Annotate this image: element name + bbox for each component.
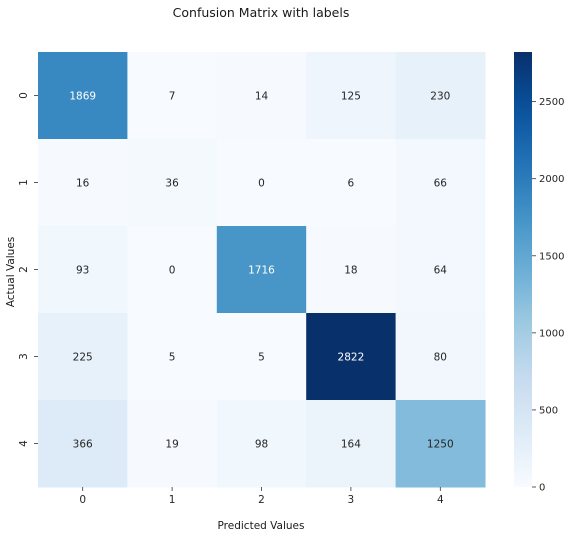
colorbar-tick-label: 2500 <box>539 97 564 108</box>
x-tick-label: 3 <box>348 494 355 506</box>
heatmap-cell <box>216 400 307 488</box>
y-tick-label: 4 <box>18 440 30 447</box>
cell-value-label: 125 <box>341 91 361 103</box>
x-tick-label: 2 <box>258 494 265 506</box>
heatmap-cell <box>127 52 218 140</box>
colorbar-tick-label: 500 <box>539 405 558 416</box>
cell-value-label: 366 <box>73 439 93 451</box>
cell-value-label: 98 <box>255 439 268 451</box>
cell-value-label: 16 <box>76 178 90 190</box>
heatmap-cell <box>127 139 218 227</box>
y-axis-label: Actual Values <box>5 237 17 308</box>
heatmap-cell <box>38 139 128 227</box>
cell-value-label: 66 <box>434 178 448 190</box>
colorbar-ticks: 0 500 1000 1500 2000 2500 <box>532 97 564 494</box>
heatmap-cell <box>127 313 218 401</box>
chart-title: Confusion Matrix with labels <box>173 5 350 20</box>
cell-value-label: 225 <box>73 352 93 364</box>
cell-value-label: 7 <box>169 91 176 103</box>
cell-value-label: 80 <box>434 352 447 364</box>
cell-value-label: 6 <box>348 178 355 190</box>
heatmap-cell <box>395 139 486 227</box>
colorbar: 0 500 1000 1500 2000 2500 <box>514 52 564 494</box>
heatmap-cell <box>306 139 397 227</box>
heatmap-cell <box>216 226 307 314</box>
x-tick-label: 4 <box>437 494 444 506</box>
cell-value-label: 0 <box>258 178 265 190</box>
y-tick-label: 2 <box>18 266 30 273</box>
cell-value-label: 164 <box>341 439 361 451</box>
cell-value-label: 1716 <box>248 265 275 277</box>
heatmap-cell <box>395 226 486 314</box>
heatmap-cell <box>306 400 397 488</box>
heatmap-cell <box>395 313 486 401</box>
heatmap-cell <box>216 52 307 140</box>
heatmap-cell <box>216 313 307 401</box>
heatmap-cell <box>306 226 397 314</box>
y-axis: 0 1 2 3 4 <box>18 92 38 447</box>
y-tick-label: 3 <box>18 353 30 360</box>
y-tick-label: 1 <box>18 179 30 186</box>
heatmap-cell <box>216 139 307 227</box>
x-tick-label: 1 <box>169 494 176 506</box>
heatmap-cell <box>38 400 128 488</box>
cell-value-label: 64 <box>434 265 448 277</box>
y-tick-label: 0 <box>18 92 30 99</box>
cell-value-label: 0 <box>169 265 176 277</box>
heatmap-cell <box>306 313 397 401</box>
colorbar-gradient <box>514 52 532 487</box>
colorbar-tick-label: 0 <box>539 483 545 494</box>
cell-value-label: 230 <box>430 91 450 103</box>
heatmap-cell <box>306 52 397 140</box>
cell-value-label: 5 <box>258 352 265 364</box>
heatmap-cell <box>127 400 218 488</box>
colorbar-tick-label: 2000 <box>539 174 564 185</box>
x-axis: 0 1 2 3 4 <box>79 487 444 506</box>
colorbar-tick-label: 1000 <box>539 328 564 339</box>
heatmap-cells <box>38 52 486 488</box>
heatmap-cell <box>38 313 128 401</box>
cell-value-label: 2822 <box>338 352 365 364</box>
x-tick-label: 0 <box>79 494 86 506</box>
cell-value-label: 1869 <box>69 91 96 103</box>
cell-value-label: 1250 <box>427 439 454 451</box>
heatmap-cell <box>395 400 486 488</box>
heatmap-cell <box>395 52 486 140</box>
heatmap-cell <box>38 52 128 140</box>
x-axis-label: Predicted Values <box>218 520 305 532</box>
cell-value-label: 18 <box>344 265 357 277</box>
heatmap-cell <box>38 226 128 314</box>
cell-value-label: 14 <box>255 91 269 103</box>
colorbar-tick-label: 1500 <box>539 251 564 262</box>
cell-value-label: 93 <box>76 265 89 277</box>
cell-value-label: 5 <box>169 352 176 364</box>
cell-value-label: 36 <box>165 178 179 190</box>
cell-value-label: 19 <box>165 439 178 451</box>
heatmap-cell <box>127 226 218 314</box>
